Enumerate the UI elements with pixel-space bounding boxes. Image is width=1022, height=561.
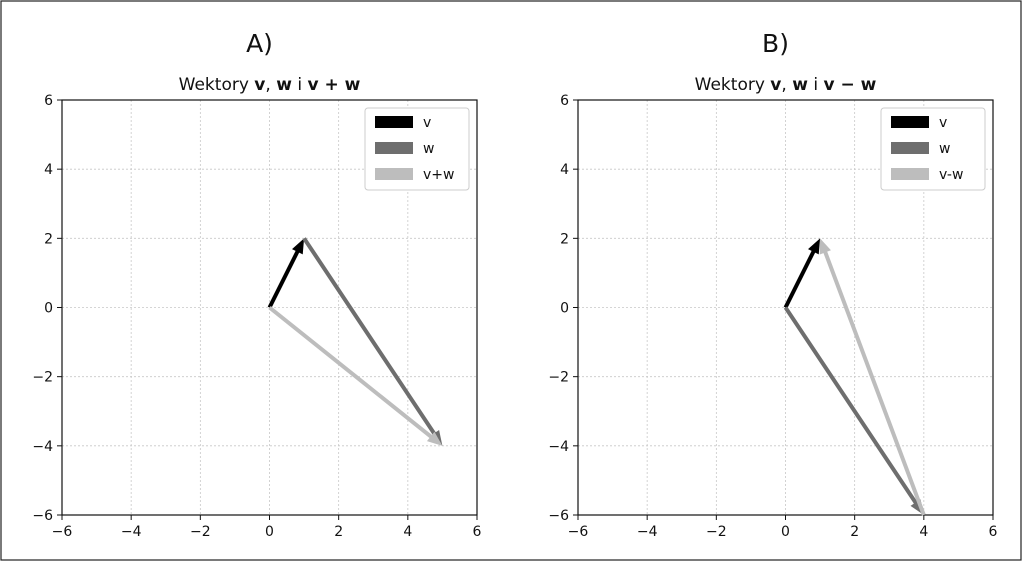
legend-label: w	[423, 141, 434, 157]
y-tick-label: −4	[548, 439, 569, 455]
x-tick-label: 6	[989, 524, 998, 540]
x-tick-label: 0	[265, 524, 274, 540]
chart-title-part: ,	[781, 75, 792, 95]
chart-title-part: v	[770, 75, 781, 95]
chart-title: Wektory v, w i v + w	[179, 75, 361, 95]
x-tick-label: −4	[121, 524, 142, 540]
chart-title: Wektory v, w i v − w	[695, 75, 877, 95]
chart-title-part: i	[808, 75, 824, 95]
legend: vw v+w	[364, 107, 470, 191]
legend-label: v	[423, 115, 431, 131]
vector-arrow-v-w	[819, 238, 926, 516]
vector-arrow-w	[302, 237, 443, 446]
x-tick-label: 2	[850, 524, 859, 540]
chart-title-part: ,	[265, 75, 276, 95]
panel-label: A)	[246, 29, 273, 58]
y-tick-label: 2	[560, 231, 569, 247]
chart-title-part: v	[254, 75, 265, 95]
panel-label: B)	[762, 29, 789, 58]
x-tick-label: −6	[568, 524, 589, 540]
y-tick-label: 4	[44, 162, 53, 178]
legend-label: v-w	[939, 167, 963, 183]
chart-title-part: w	[276, 75, 292, 95]
legend-label: w	[939, 141, 950, 157]
y-tick-label: 2	[44, 231, 53, 247]
legend-swatch-v	[891, 116, 929, 128]
x-tick-label: 0	[781, 524, 790, 540]
chart-title-part: i	[292, 75, 308, 95]
y-tick-label: −2	[32, 370, 53, 386]
vector-arrow-v	[267, 238, 305, 309]
legend-swatch-v-w	[891, 168, 929, 180]
y-tick-label: −2	[548, 370, 569, 386]
vector-arrow-w	[783, 306, 924, 515]
chart-title-part: Wektory	[179, 75, 255, 95]
y-tick-label: −6	[548, 508, 569, 524]
x-tick-label: 6	[473, 524, 482, 540]
chart-title-part: v − w	[823, 75, 876, 95]
legend-swatch-v+w	[375, 168, 413, 180]
legend-label: v+w	[423, 167, 454, 183]
y-tick-label: 0	[44, 301, 53, 317]
x-tick-label: 4	[919, 524, 928, 540]
y-tick-label: 4	[560, 162, 569, 178]
chart-title-part: w	[792, 75, 808, 95]
vector-arrow-v	[783, 238, 821, 309]
legend-label: v	[939, 115, 947, 131]
x-tick-label: −6	[52, 524, 73, 540]
y-tick-label: −4	[32, 439, 53, 455]
y-tick-label: 6	[560, 93, 569, 109]
chart-title-part: v + w	[307, 75, 360, 95]
vector-arrow-v+w	[268, 305, 443, 446]
legend-swatch-w	[375, 142, 413, 154]
x-tick-label: −2	[190, 524, 211, 540]
legend-swatch-w	[891, 142, 929, 154]
y-tick-label: 6	[44, 93, 53, 109]
chart-title-part: Wektory	[695, 75, 771, 95]
y-tick-label: −6	[32, 508, 53, 524]
x-tick-label: −4	[637, 524, 658, 540]
legend: vw v-w	[880, 107, 986, 191]
panel-b: B) Wektory v, w i v − w −6 −4 −2 0 2 4 6 −6 −4 −2 0 2…	[548, 29, 997, 540]
panel-a: A) Wektory v, w i v + w −6 −4 −2 0 2 4 6 −6 −4 −2 0 2…	[32, 29, 481, 540]
x-tick-label: 4	[403, 524, 412, 540]
x-tick-label: −2	[706, 524, 727, 540]
y-tick-label: 0	[560, 301, 569, 317]
x-tick-label: 2	[334, 524, 343, 540]
legend-swatch-v	[375, 116, 413, 128]
